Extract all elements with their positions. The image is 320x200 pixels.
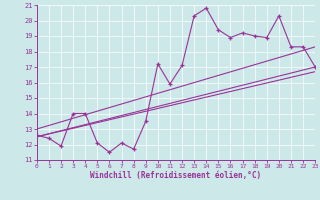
X-axis label: Windchill (Refroidissement éolien,°C): Windchill (Refroidissement éolien,°C) <box>91 171 261 180</box>
